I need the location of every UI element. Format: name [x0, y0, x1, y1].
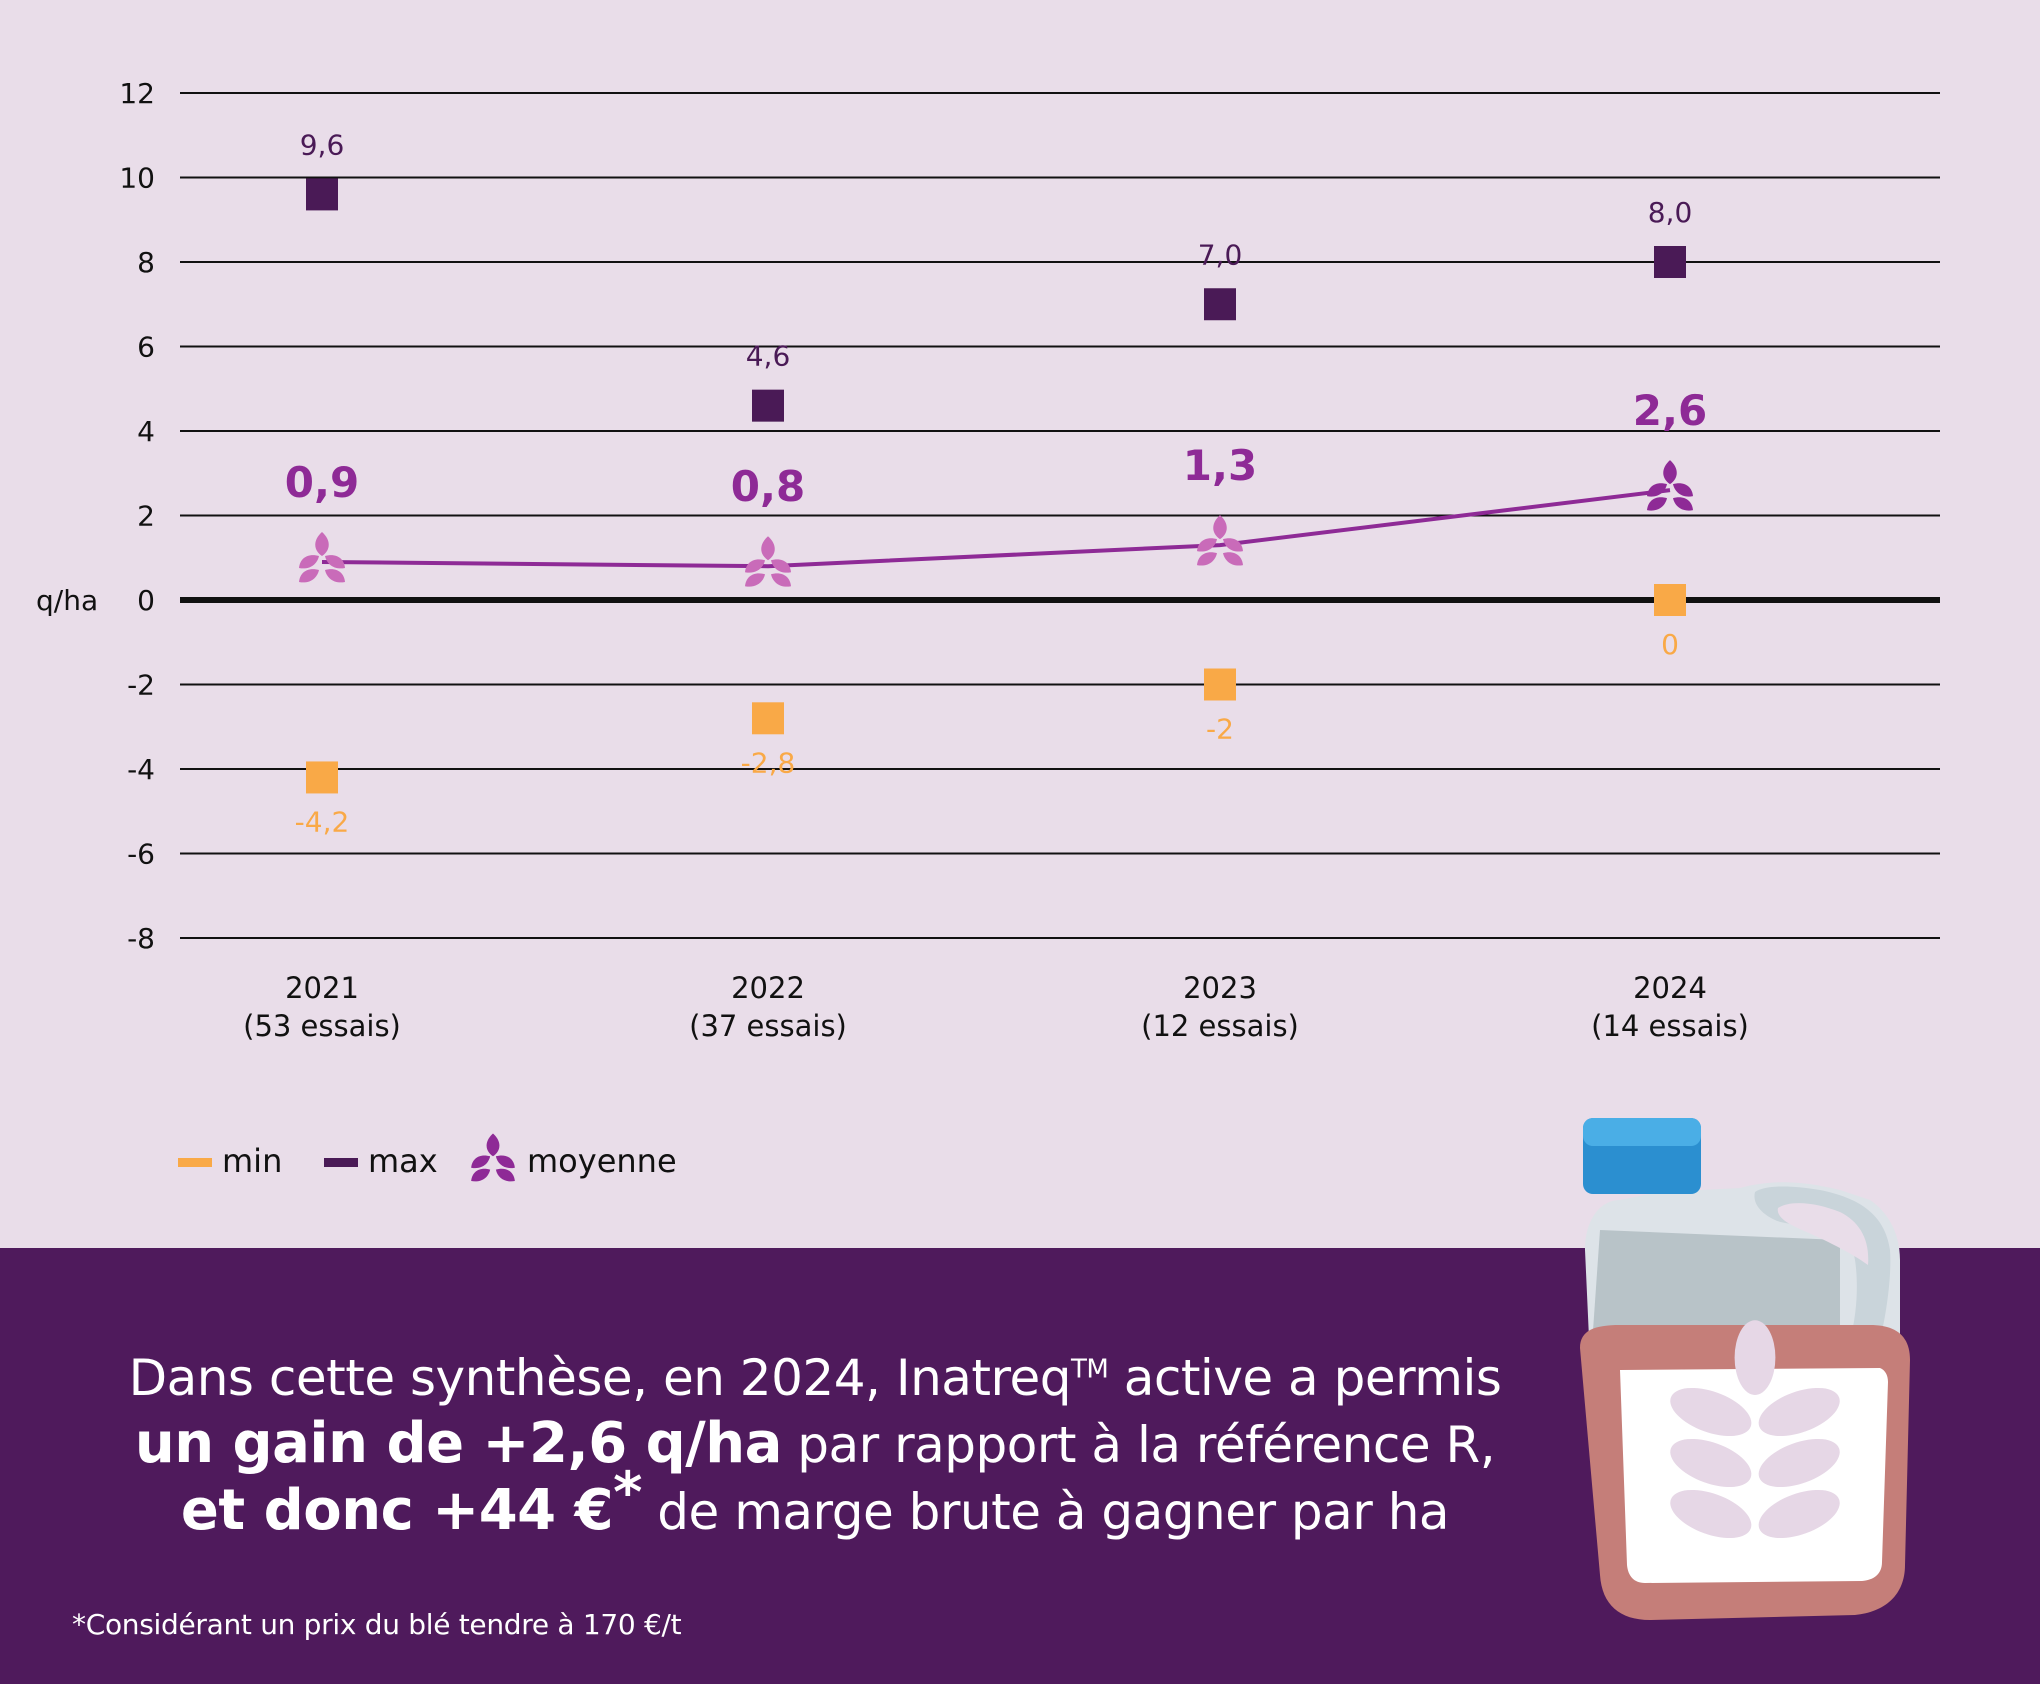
- moyenne-line: [321, 488, 1671, 569]
- x-axis-ticks: 2021 (53 essais) 2022 (37 essais) 2023 (12 es…: [243, 971, 1749, 1043]
- legend: min max moyenne: [178, 1133, 677, 1182]
- legend-max-label: max: [368, 1142, 438, 1180]
- min-marker: [1654, 584, 1686, 616]
- y-tick-label: 0: [137, 584, 155, 617]
- y-tick-label: 8: [137, 246, 155, 279]
- wheat-icon: [1197, 515, 1243, 566]
- y-tick-label: 4: [137, 415, 155, 448]
- max-marker: [1654, 246, 1686, 278]
- series-layer: 9,6 4,6 7,0 8,0 -4,2 -2,8 -2 0 0,9 0,8 1,3 2,6: [285, 128, 1707, 838]
- min-data-label: 0: [1661, 628, 1679, 661]
- bottle-icon: [1580, 1118, 1910, 1620]
- y-tick-label: -8: [127, 922, 155, 955]
- y-axis-ticks: 12 10 8 6 4 2 0 -2 -4 -6 -8 q/ha: [36, 77, 155, 955]
- message-line-3: et donc +44 €* de marge brute à gagner p…: [180, 1460, 1450, 1543]
- conclusion-message: Dans cette synthèse, en 2024, InatreqTM …: [0, 1345, 1630, 1545]
- wheat-icon: [1647, 460, 1693, 511]
- gridlines: [180, 92, 1940, 939]
- y-tick-label: -2: [127, 669, 155, 702]
- y-tick-label: 10: [119, 162, 155, 195]
- legend-moyenne-label: moyenne: [527, 1142, 677, 1180]
- y-tick-label: 6: [137, 331, 155, 364]
- y-tick-label: -6: [127, 838, 155, 871]
- legend-max-swatch: [324, 1158, 358, 1167]
- max-marker: [306, 178, 338, 211]
- y-axis-label: q/ha: [36, 584, 98, 617]
- max-data-label: 7,0: [1198, 238, 1243, 271]
- max-data-label: 4,6: [746, 340, 791, 373]
- gain-highlight: un gain de +2,6 q/ha: [134, 1411, 783, 1476]
- moyenne-data-label: 0,8: [731, 462, 805, 511]
- moyenne-data-label: 0,9: [285, 458, 359, 507]
- legend-wheat-icon: [471, 1133, 515, 1182]
- min-data-label: -2,8: [741, 746, 796, 779]
- message-line-2: un gain de +2,6 q/ha par rapport à la ré…: [134, 1411, 1496, 1476]
- min-marker: [306, 761, 338, 794]
- x-tick-sublabel: (12 essais): [1141, 1009, 1299, 1043]
- y-tick-label: -4: [127, 753, 155, 786]
- legend-min-swatch: [178, 1158, 212, 1167]
- x-tick-label: 2023: [1183, 971, 1257, 1005]
- x-tick-label: 2024: [1633, 971, 1707, 1005]
- x-tick-label: 2022: [731, 971, 805, 1005]
- moyenne-data-label: 2,6: [1633, 386, 1707, 435]
- moyenne-data-label: 1,3: [1183, 441, 1257, 490]
- y-tick-label: 12: [119, 77, 155, 110]
- legend-min-label: min: [222, 1142, 282, 1180]
- footnote: *Considérant un prix du blé tendre à 170…: [72, 1608, 682, 1641]
- max-data-label: 8,0: [1648, 196, 1693, 229]
- wheat-icon: [745, 536, 791, 587]
- margin-highlight: et donc +44 €: [180, 1478, 614, 1543]
- wheat-icon: [299, 531, 345, 583]
- max-data-label: 9,6: [300, 128, 345, 161]
- max-marker: [1204, 288, 1236, 321]
- x-tick-label: 2021: [285, 971, 359, 1005]
- min-data-label: -4,2: [295, 805, 350, 838]
- min-data-label: -2: [1206, 713, 1234, 746]
- x-tick-sublabel: (14 essais): [1591, 1009, 1749, 1043]
- y-tick-label: 2: [137, 500, 155, 533]
- max-marker: [752, 389, 784, 422]
- min-marker: [752, 702, 784, 735]
- x-tick-sublabel: (53 essais): [243, 1009, 401, 1043]
- x-tick-sublabel: (37 essais): [689, 1009, 847, 1043]
- min-marker: [1204, 668, 1236, 701]
- message-line-1: Dans cette synthèse, en 2024, InatreqTM …: [128, 1349, 1502, 1407]
